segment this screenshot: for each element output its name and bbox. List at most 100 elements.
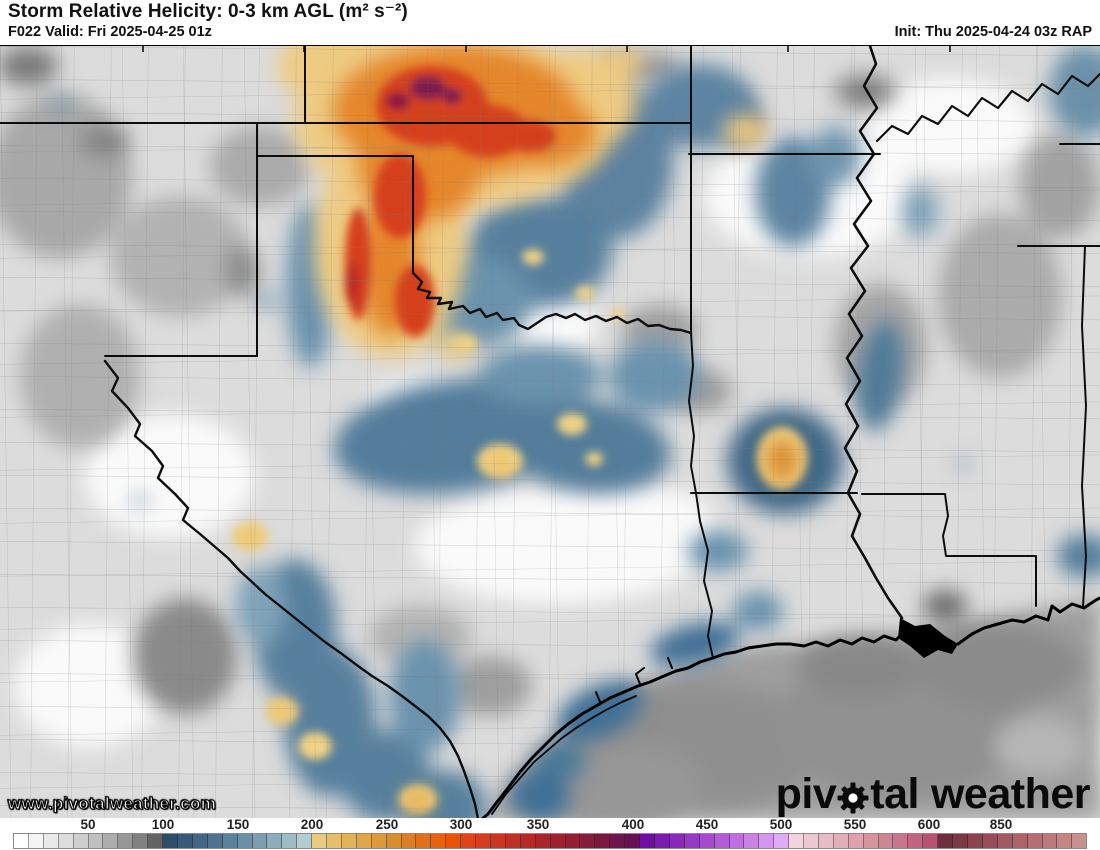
colorbar-segment bbox=[297, 834, 313, 848]
colorbar-segment bbox=[789, 834, 805, 848]
colorbar-tick-label: 300 bbox=[449, 817, 473, 832]
colorbar-segment bbox=[640, 834, 655, 848]
colorbar-segment bbox=[804, 834, 819, 848]
colorbar-segment bbox=[163, 834, 178, 848]
colorbar-segment bbox=[28, 834, 44, 848]
colorbar-segment bbox=[729, 834, 745, 848]
mississippi-river bbox=[843, 46, 904, 620]
colorbar-segment bbox=[565, 834, 581, 848]
colorbar-segment bbox=[327, 834, 342, 848]
colorbar-segment bbox=[1072, 834, 1087, 848]
colorbar-segment bbox=[103, 834, 119, 848]
colorbar-tick-label: 100 bbox=[151, 817, 175, 832]
colorbar-tick-label: 400 bbox=[621, 817, 645, 832]
colorbar-segment bbox=[520, 834, 536, 848]
valid-time-label: F022 Valid: Fri 2025-04-25 01z bbox=[8, 24, 212, 40]
colorbar: 50 100 150 200 250 300 350 400 450 500 550 600 850 bbox=[0, 817, 1100, 850]
colorbar-segment bbox=[699, 834, 715, 848]
colorbar-segment bbox=[58, 834, 74, 848]
rio-grande-river bbox=[103, 359, 480, 819]
colorbar-tick-label: 250 bbox=[375, 817, 399, 832]
colorbar-segment bbox=[878, 834, 894, 848]
colorbar-segment bbox=[863, 834, 879, 848]
colorbar-segment bbox=[252, 834, 268, 848]
logo-text-tal: tal bbox=[870, 770, 919, 818]
colorbar-segment bbox=[43, 834, 59, 848]
ohio-river bbox=[875, 72, 1100, 143]
colorbar-segment bbox=[1042, 834, 1058, 848]
colorbar-segment bbox=[923, 834, 939, 848]
colorbar-segment bbox=[848, 834, 864, 848]
colorbar-segment bbox=[654, 834, 670, 848]
colorbar-tick-label: 450 bbox=[695, 817, 719, 832]
coastline bbox=[480, 596, 1100, 819]
colorbar-segment bbox=[997, 834, 1013, 848]
colorbar-segment bbox=[625, 834, 641, 848]
colorbar-tick-label: 600 bbox=[917, 817, 941, 832]
colorbar-segment bbox=[431, 834, 447, 848]
colorbar-segment bbox=[893, 834, 909, 848]
colorbar-segment bbox=[595, 834, 611, 848]
colorbar-segment bbox=[938, 834, 954, 848]
state-borders bbox=[0, 46, 1100, 659]
colorbar-segment bbox=[535, 834, 551, 848]
page-title: Storm Relative Helicity: 0-3 km AGL (m² … bbox=[8, 1, 408, 22]
colorbar-segment bbox=[669, 834, 685, 848]
colorbar-segment bbox=[505, 834, 521, 848]
colorbar-segment bbox=[968, 834, 983, 848]
colorbar-tick-label: 500 bbox=[769, 817, 793, 832]
colorbar-segment bbox=[1057, 834, 1073, 848]
colorbar-segment bbox=[580, 834, 596, 848]
colorbar-segment bbox=[714, 834, 730, 848]
colorbar-segment bbox=[282, 834, 298, 848]
colorbar-segment bbox=[446, 834, 462, 848]
colorbar-segment bbox=[237, 834, 253, 848]
colorbar-segment bbox=[73, 834, 89, 848]
header: Storm Relative Helicity: 0-3 km AGL (m² … bbox=[0, 0, 1100, 45]
colorbar-segment bbox=[207, 834, 223, 848]
colorbar-segment bbox=[312, 834, 328, 848]
colorbar-segment bbox=[833, 834, 849, 848]
colorbar-segment bbox=[908, 834, 924, 848]
colorbar-segment bbox=[401, 834, 417, 848]
colorbar-segment bbox=[416, 834, 432, 848]
colorbar-segment bbox=[88, 834, 104, 848]
gulf-shading bbox=[480, 590, 1100, 819]
colorbar-segment bbox=[148, 834, 164, 848]
colorbar-tick-label: 200 bbox=[300, 817, 324, 832]
pivotal-weather-logo: piv bbox=[775, 770, 1091, 818]
colorbar-segment bbox=[461, 834, 477, 848]
colorbar-tick-label: 350 bbox=[526, 817, 550, 832]
map-frame-ticks bbox=[142, 46, 951, 52]
mississippi-delta bbox=[898, 618, 958, 658]
colorbar-segment bbox=[1012, 834, 1028, 848]
watermark-url: www.pivotalweather.com bbox=[7, 793, 217, 813]
colorbar-segment bbox=[222, 834, 238, 848]
colorbar-tick-label: 550 bbox=[843, 817, 867, 832]
logo-text-piv: piv bbox=[775, 770, 837, 818]
colorbar-segment bbox=[386, 834, 402, 848]
colorbar-segment bbox=[982, 834, 998, 848]
colorbar-segment bbox=[476, 834, 491, 848]
colorbar-segment bbox=[610, 834, 626, 848]
colorbar-segment bbox=[133, 834, 149, 848]
helicity-map-canvas bbox=[0, 46, 1100, 819]
colorbar-tick-label: 850 bbox=[989, 817, 1013, 832]
colorbar-segment bbox=[192, 834, 208, 848]
colorbar-segment bbox=[491, 834, 506, 848]
colorbar-segment bbox=[371, 834, 387, 848]
colorbar-segment bbox=[744, 834, 760, 848]
river-borders bbox=[103, 46, 1100, 819]
colorbar-segment bbox=[14, 834, 29, 848]
colorbar-segment bbox=[341, 834, 357, 848]
county-grid bbox=[0, 46, 1100, 819]
colorbar-segment bbox=[550, 834, 566, 848]
colorbar-segment bbox=[177, 834, 193, 848]
colorbar-segment bbox=[818, 834, 834, 848]
colorbar-tick-labels: 50 100 150 200 250 300 350 400 450 500 550 600 850 bbox=[0, 817, 1100, 832]
colorbar-segment bbox=[774, 834, 790, 848]
helicity-map: www.pivotalweather.com piv bbox=[0, 45, 1100, 819]
logo-text-weather: weather bbox=[930, 770, 1091, 818]
colorbar-segment bbox=[684, 834, 700, 848]
